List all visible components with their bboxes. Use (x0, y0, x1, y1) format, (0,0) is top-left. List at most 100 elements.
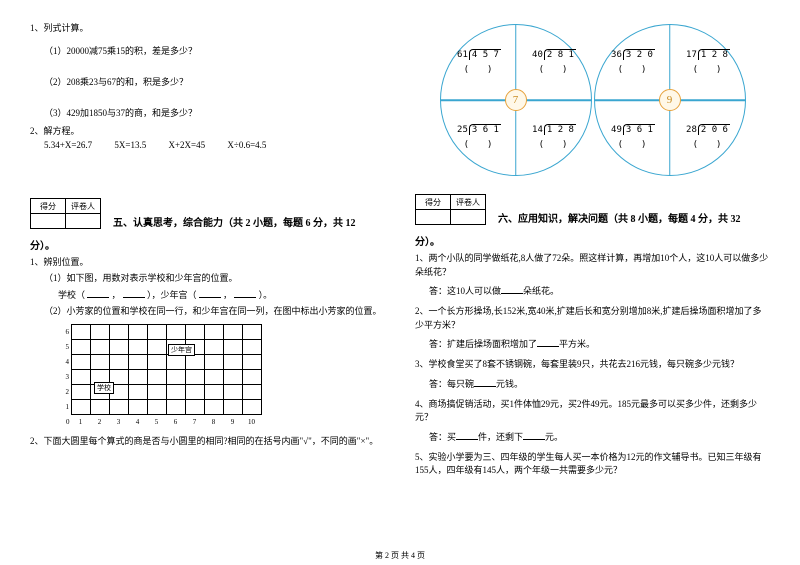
eq-3: X+2X=45 (168, 140, 205, 150)
div: 17 (686, 50, 697, 60)
paren[interactable]: ( ) (464, 62, 493, 75)
y0: 0 (60, 415, 72, 430)
a2-post: 平方米。 (559, 339, 595, 349)
q-bl: 253 6 1 ( ) (441, 100, 516, 175)
a3-post: 元钱。 (496, 379, 523, 389)
a1-post: 朵纸花。 (523, 286, 559, 296)
score-blank[interactable] (31, 214, 66, 229)
y2: 2 (60, 385, 72, 400)
paren[interactable]: ( ) (464, 137, 493, 150)
eq-1: 5.34+X=26.7 (44, 140, 92, 150)
q-tr: 171 2 8 ( ) (670, 25, 745, 100)
a4-pre: 答：买 (429, 432, 456, 442)
q-tl: 614 5 7 ( ) (441, 25, 516, 100)
grader-blank[interactable] (66, 214, 101, 229)
paren[interactable]: ( ) (539, 137, 568, 150)
blank[interactable] (456, 429, 478, 440)
app-q5: 5、实验小学要为三、四年级的学生每人买一本价格为12元的作文辅导书。已知三年级有… (415, 451, 770, 478)
right-column: 7 614 5 7 ( ) 402 8 1 ( ) 253 6 1 ( ) 14… (415, 20, 770, 480)
paren[interactable]: ( ) (618, 137, 647, 150)
y3: 3 (60, 370, 72, 385)
section5-header: 得分 评卷人 五、认真思考，综合能力（共 2 小题，每题 6 分，共 12 (30, 198, 385, 229)
x1: 1 (72, 415, 91, 430)
q-tr: 402 8 1 ( ) (516, 25, 591, 100)
q1-3: （3）429加1850与37的商，和是多少？ (44, 106, 385, 119)
y4: 4 (60, 355, 72, 370)
blank[interactable] (199, 287, 221, 298)
paren[interactable]: ( ) (693, 62, 722, 75)
q1-title: 1、列式计算。 (30, 22, 385, 36)
section6-header: 得分 评卷人 六、应用知识，解决问题（共 8 小题，每题 4 分，共 32 (415, 194, 770, 225)
score-blank[interactable] (416, 210, 451, 225)
blank[interactable] (123, 287, 145, 298)
app-q2: 2、一个长方形操场,长152米,宽40米,扩建后长和宽分别增加8米,扩建后操场面… (415, 305, 770, 332)
app-q1-ans: 答：这10人可以做朵纸花。 (429, 283, 770, 297)
x2: 2 (91, 415, 110, 430)
pos-l2-mid: ， (112, 290, 121, 300)
div: 36 (611, 50, 622, 60)
section6-tail: 分）。 (415, 235, 770, 250)
q1-2: （2）208乘23与67的和，积是多少？ (44, 75, 385, 88)
q-bl: 493 6 1 ( ) (595, 100, 670, 175)
circles-diagram: 7 614 5 7 ( ) 402 8 1 ( ) 253 6 1 ( ) 14… (415, 24, 770, 176)
q2-equations: 5.34+X=26.7 5X=13.5 X+2X=45 X÷0.6=4.5 (44, 140, 385, 150)
eq-2: 5X=13.5 (114, 140, 146, 150)
left-column: 1、列式计算。 （1）20000减75乘15的积，差是多少？ （2）208乘23… (30, 20, 385, 480)
dvd: 3 2 0 (623, 49, 655, 60)
y6: 6 (60, 325, 72, 340)
center-badge-9: 9 (659, 89, 681, 111)
score-label: 得分 (31, 199, 66, 214)
div: 61 (457, 50, 468, 60)
grader-label: 评卷人 (451, 195, 486, 210)
blank[interactable] (501, 283, 523, 294)
score-label: 得分 (416, 195, 451, 210)
a2-pre: 答：扩建后操场面积增加了 (429, 339, 537, 349)
pos-q-title: 1、辨别位置。 (30, 256, 385, 270)
center-badge-7: 7 (505, 89, 527, 111)
app-q4-ans: 答：买 件，还剩下 元。 (429, 429, 770, 443)
grader-label: 评卷人 (66, 199, 101, 214)
app-q2-ans: 答：扩建后操场面积增加了 平方米。 (429, 336, 770, 350)
paren[interactable]: ( ) (539, 62, 568, 75)
dvd: 1 2 8 (698, 49, 730, 60)
paren[interactable]: ( ) (618, 62, 647, 75)
x7: 7 (186, 415, 205, 430)
q-tl: 363 2 0 ( ) (595, 25, 670, 100)
circle-right: 9 363 2 0 ( ) 171 2 8 ( ) 493 6 1 ( ) 28… (594, 24, 746, 176)
section6-title: 六、应用知识，解决问题（共 8 小题，每题 4 分，共 32 (490, 210, 741, 225)
blank[interactable] (523, 429, 545, 440)
y5: 5 (60, 340, 72, 355)
y1: 1 (60, 400, 72, 415)
eq-4: X÷0.6=4.5 (227, 140, 266, 150)
app-q4: 4、商场搞促销活动，买1件体恤29元，买2件49元。185元最多可以买多少件，还… (415, 398, 770, 425)
app-q3: 3、学校食堂买了8套不锈钢碗，每套里装9只，共花去216元钱，每只碗多少元钱？ (415, 358, 770, 372)
x8: 8 (205, 415, 224, 430)
blank[interactable] (87, 287, 109, 298)
score-table-6: 得分 评卷人 (415, 194, 486, 225)
dvd: 2 0 6 (698, 124, 730, 135)
pos-l2-end: ）。 (259, 290, 273, 300)
circle-left: 7 614 5 7 ( ) 402 8 1 ( ) 253 6 1 ( ) 14… (440, 24, 592, 176)
page-root: 1、列式计算。 （1）20000减75乘15的积，差是多少？ （2）208乘23… (0, 0, 800, 490)
dvd: 3 6 1 (623, 124, 655, 135)
x6: 6 (167, 415, 186, 430)
page-footer: 第 2 页 共 4 页 (0, 550, 800, 561)
q-br: 282 0 6 ( ) (670, 100, 745, 175)
score-table-5: 得分 评卷人 (30, 198, 101, 229)
blank[interactable] (537, 336, 559, 347)
x10: 10 (243, 415, 262, 430)
blank[interactable] (474, 376, 496, 387)
div: 25 (457, 125, 468, 135)
div: 49 (611, 125, 622, 135)
coordinate-grid: 6 5 4 3 2 1 0 1 2 3 4 5 6 7 8 9 10 (60, 324, 385, 429)
div: 14 (532, 125, 543, 135)
q2-title: 2、解方程。 (30, 125, 385, 139)
grader-blank[interactable] (451, 210, 486, 225)
blank[interactable] (234, 287, 256, 298)
dvd: 4 5 7 (469, 49, 501, 60)
a4-post: 元。 (545, 432, 563, 442)
a4-mid: 件，还剩下 (478, 432, 523, 442)
x9: 9 (224, 415, 243, 430)
paren[interactable]: ( ) (693, 137, 722, 150)
section5-title: 五、认真思考，综合能力（共 2 小题，每题 6 分，共 12 (105, 214, 356, 229)
